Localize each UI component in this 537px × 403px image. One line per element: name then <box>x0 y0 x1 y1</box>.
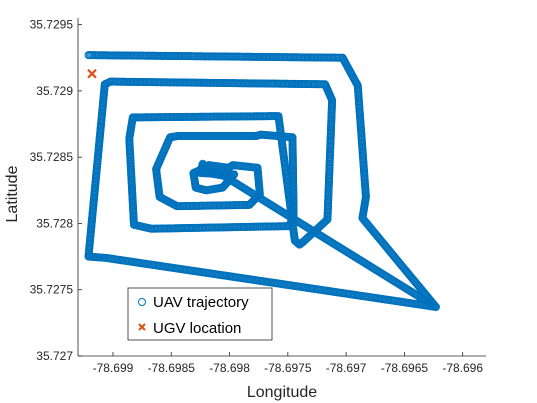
legend: UAV trajectory UGV location <box>127 287 273 341</box>
x-axis-label: Longitude <box>247 384 317 401</box>
x-tick-label: -78.696 <box>442 361 483 375</box>
y-tick-label: 35.7285 <box>30 150 74 164</box>
x-tick-label: -78.6985 <box>148 361 196 375</box>
uav-trajectory-point <box>429 301 438 310</box>
x-tick-label: -78.6975 <box>264 361 312 375</box>
ugv-marker-stroke <box>87 68 97 79</box>
y-tick-label: 35.728 <box>36 216 73 230</box>
y-tick-label: 35.7275 <box>30 283 74 297</box>
y-axis-label: Latitude <box>4 165 21 222</box>
x-tick-label: -78.699 <box>93 361 134 375</box>
legend-uav-marker <box>138 298 146 306</box>
plot-area <box>84 51 440 311</box>
uav-trajectory-point <box>431 302 440 311</box>
legend-ugv-label: UGV location <box>153 320 241 337</box>
x-tick-label: -78.6965 <box>381 361 429 375</box>
y-tick-label: 35.7295 <box>30 18 74 32</box>
x-tick-label: -78.697 <box>326 361 367 375</box>
ugv-location-marker <box>87 68 97 79</box>
legend-box <box>127 287 273 341</box>
legend-uav-label: UAV trajectory <box>153 294 249 311</box>
uav-trajectory-point <box>291 237 300 246</box>
y-tick-label: 35.729 <box>36 84 73 98</box>
x-tick-label: -78.698 <box>209 361 250 375</box>
y-tick-label: 35.727 <box>36 349 73 363</box>
ticks: -78.699 -78.6985 -78.698 -78.6975 -78.697 -78… <box>30 18 486 375</box>
uav-trajectory-point <box>430 302 439 311</box>
legend-ugv-marker <box>138 323 146 331</box>
